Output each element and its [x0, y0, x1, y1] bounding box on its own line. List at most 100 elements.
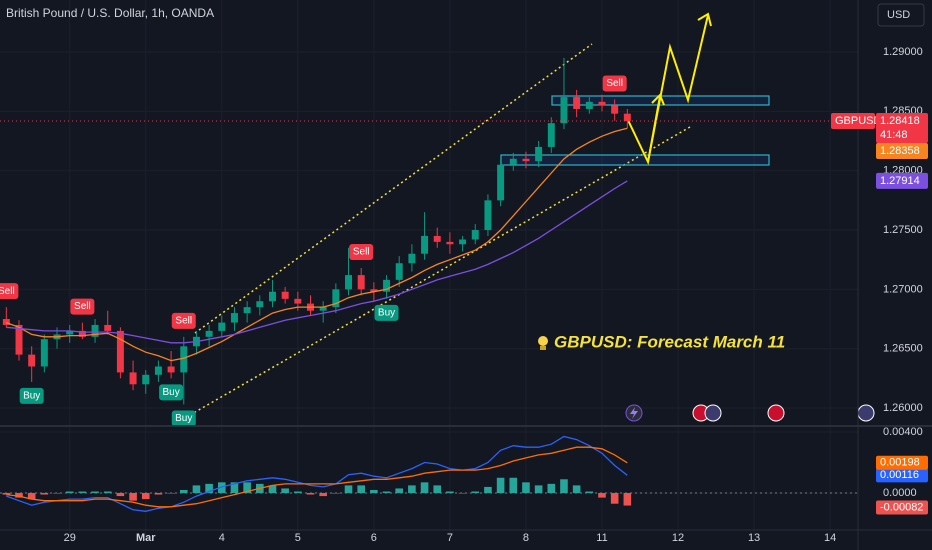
candle [459, 235, 467, 252]
flag-icon [767, 404, 785, 422]
signal-badge [171, 410, 196, 427]
x-tick-label: 8 [523, 532, 529, 544]
signal-label: Sell [175, 315, 192, 326]
axes: 1.260001.265001.270001.275001.280001.285… [64, 46, 928, 544]
histogram-bar [344, 485, 353, 494]
candle [154, 360, 162, 382]
histogram-bar [382, 491, 391, 494]
signal-badge [602, 75, 627, 92]
candle-body [91, 324, 99, 337]
candle-body [535, 146, 543, 162]
y-tick-label: 1.27000 [883, 283, 923, 295]
candle [230, 307, 238, 331]
histogram-bar [15, 493, 23, 498]
currency-label[interactable]: USD [887, 9, 910, 21]
drawings [189, 12, 770, 416]
candle-body [395, 263, 403, 280]
signal-label: Sell [0, 286, 15, 297]
arrow-head [651, 93, 665, 106]
candle [383, 275, 391, 299]
candle-body [243, 307, 251, 314]
flag-icon [704, 404, 722, 422]
candle-body [370, 289, 378, 292]
candle-body [281, 291, 289, 299]
x-tick-label: 11 [596, 532, 607, 544]
price-tag [876, 455, 928, 470]
histogram-bar [103, 491, 112, 494]
histogram-bar [294, 491, 302, 494]
candle [281, 286, 289, 304]
candle [345, 247, 353, 296]
histogram-bar [408, 485, 416, 494]
signal-label: Buy [175, 413, 192, 424]
candle-body [598, 101, 606, 106]
annotation-text: GBPUSD: Forecast March 11 [554, 332, 785, 351]
y-tick-label: 0.00400 [883, 426, 923, 438]
candle [395, 256, 403, 287]
histogram-bar [268, 485, 277, 494]
channel-lower [189, 126, 691, 416]
candle-body [180, 346, 188, 373]
candle-body [623, 113, 631, 122]
histogram-bar [91, 491, 99, 494]
candle [522, 151, 530, 169]
x-tick-label: 4 [219, 532, 225, 544]
candle [116, 327, 124, 379]
histogram-bar [78, 491, 87, 494]
currency-button[interactable] [877, 3, 925, 27]
candle-body [522, 158, 530, 162]
candle [484, 194, 492, 236]
candle [509, 152, 517, 171]
candle-body [294, 298, 302, 304]
histogram-bar [623, 493, 632, 506]
candle [218, 315, 226, 337]
histogram-bar [547, 483, 556, 494]
candle [408, 244, 416, 272]
candle [497, 158, 505, 207]
candle-body [421, 235, 429, 254]
price-tag [876, 113, 928, 144]
candle [66, 324, 74, 343]
candle-body [332, 289, 340, 308]
candle [104, 310, 112, 335]
candle-body [471, 230, 479, 240]
signal-badge [159, 384, 184, 401]
candle [40, 334, 48, 373]
histogram-bar [306, 493, 315, 495]
bolt [630, 407, 638, 419]
signal-label: Buy [162, 387, 179, 398]
candle-body [205, 330, 213, 337]
price-tag-label: 1.28358 [880, 145, 920, 157]
bulb-base [540, 346, 546, 350]
candle-body [154, 366, 162, 375]
candle [28, 346, 36, 382]
symbol-label: GBPUSD [835, 115, 882, 127]
candle [243, 301, 251, 323]
candle-body [218, 322, 226, 331]
price-tag [876, 468, 928, 483]
candle [192, 330, 200, 355]
signal-label: Sell [353, 247, 370, 258]
histogram-bar [319, 493, 327, 497]
candle-body [116, 330, 124, 373]
x-tick-label: 6 [371, 532, 377, 544]
candle [205, 324, 213, 347]
histogram-bar [167, 493, 175, 494]
candle-body [142, 374, 150, 385]
histogram-bar [179, 489, 188, 494]
histogram-bar [433, 485, 442, 494]
histogram-bar [560, 479, 568, 494]
candle [129, 360, 137, 391]
candle [421, 212, 429, 260]
candle [268, 279, 276, 308]
candle-body [345, 275, 353, 290]
histogram-bar [243, 482, 251, 494]
x-tick-label: 14 [824, 532, 836, 544]
x-tick-label: 12 [672, 532, 684, 544]
flag-icon [857, 404, 875, 422]
candle-body [104, 324, 112, 331]
event-icons [625, 404, 875, 422]
candle [547, 117, 555, 153]
